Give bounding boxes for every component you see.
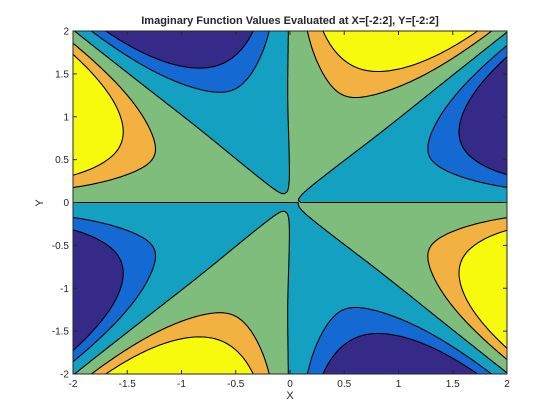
x-tick-label: 0 — [287, 379, 293, 390]
y-tick-label: -1 — [60, 284, 69, 295]
x-tick-label: -1.5 — [119, 379, 137, 390]
y-tick-label: -1.5 — [52, 327, 70, 338]
y-tick-label: 2 — [63, 27, 69, 38]
y-tick-label: -2 — [60, 370, 69, 381]
x-tick-label: 1.5 — [446, 379, 460, 390]
plot-area — [73, 31, 507, 374]
y-tick-label: 0.5 — [55, 155, 69, 166]
x-axis-label: X — [286, 390, 294, 402]
x-tick-label: -1 — [177, 379, 186, 390]
x-tick-label: 0.5 — [337, 379, 351, 390]
x-tick-label: 2 — [504, 379, 510, 390]
y-tick-label: 0 — [63, 198, 69, 209]
x-tick-label: -2 — [69, 379, 78, 390]
y-tick-label: 1 — [63, 112, 69, 123]
y-axis-label: Y — [34, 199, 46, 207]
x-tick-label: -0.5 — [227, 379, 245, 390]
chart-title: Imaginary Function Values Evaluated at X… — [141, 15, 439, 27]
y-tick-label: 1.5 — [55, 69, 69, 80]
y-tick-label: -0.5 — [52, 241, 70, 252]
x-tick-label: 1 — [396, 379, 402, 390]
